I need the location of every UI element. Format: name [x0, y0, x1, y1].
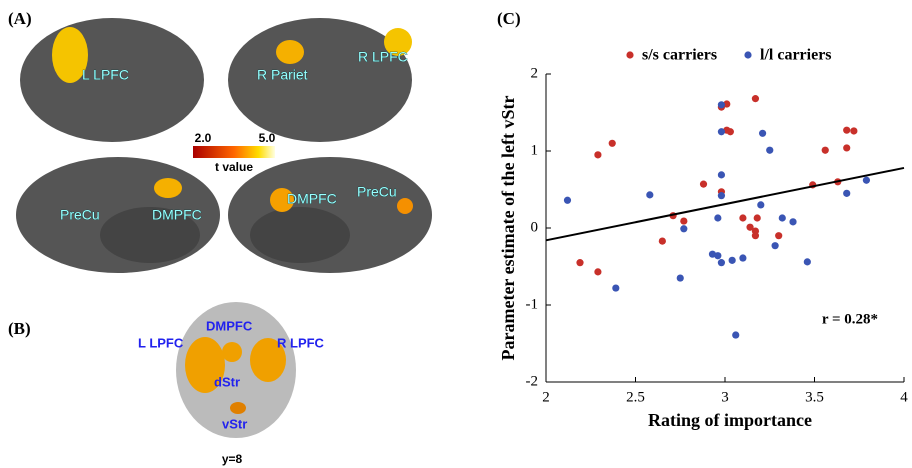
data-point [714, 214, 722, 222]
x-axis-label: Rating of importance [648, 410, 812, 430]
colorbar-title: t value [215, 160, 253, 174]
region-label: DMPFC [287, 191, 337, 207]
region-label: dStr [214, 374, 240, 389]
data-point [717, 171, 726, 179]
data-point [751, 232, 760, 240]
data-point [717, 101, 726, 109]
y-tick-label: 1 [531, 142, 539, 158]
y-tick-label: -2 [526, 373, 539, 389]
region-label: DMPFC [152, 207, 202, 223]
data-point [594, 268, 602, 276]
panel-letter: (C) [497, 9, 521, 28]
data-point [753, 214, 761, 222]
data-point [821, 146, 829, 154]
data-point [789, 218, 797, 226]
data-point [717, 128, 726, 136]
data-point [576, 259, 584, 267]
data-point [646, 191, 654, 199]
data-point [757, 201, 765, 209]
data-point [778, 214, 786, 222]
y-tick-label: -1 [526, 296, 539, 312]
data-point [758, 129, 767, 137]
data-point [612, 284, 620, 292]
data-point [843, 144, 851, 152]
data-point [699, 180, 708, 188]
slice-label: y=8 [222, 452, 243, 466]
x-tick-label: 2.5 [626, 389, 645, 405]
y-axis-label: Parameter estimate of the left vStr [498, 95, 518, 360]
data-point [726, 128, 734, 136]
region-label: PreCu [357, 184, 397, 200]
y-tick-label: 2 [531, 65, 539, 81]
data-point [862, 176, 871, 184]
region-label: L LPFC [138, 335, 184, 350]
data-point [676, 274, 684, 282]
colorbar-label: 2.0 [195, 131, 212, 145]
data-point [680, 217, 688, 225]
data-point [850, 127, 858, 135]
data-point [766, 146, 774, 154]
region-label: DMPFC [206, 318, 253, 333]
data-point [728, 256, 736, 264]
data-point [843, 126, 851, 134]
legend-marker [744, 51, 752, 59]
data-point [751, 95, 760, 103]
x-tick-label: 3 [721, 389, 729, 405]
data-point [732, 331, 740, 339]
data-point [714, 252, 722, 260]
legend-marker [626, 51, 634, 59]
data-point [739, 254, 747, 262]
region-label: R Pariet [257, 67, 308, 83]
legend-label: l/l carriers [760, 47, 832, 64]
brain-images [16, 18, 432, 438]
data-point [717, 259, 726, 267]
panel-letter: (A) [8, 9, 32, 28]
region-label: L LPFC [82, 67, 129, 83]
annotation: r = 0.28* [822, 311, 878, 327]
data-point [739, 214, 747, 222]
colorbar-label: 5.0 [259, 131, 276, 145]
x-tick-label: 3.5 [805, 389, 824, 405]
data-point [608, 139, 616, 147]
data-point [775, 232, 783, 240]
data-point [594, 151, 602, 159]
data-point [746, 223, 754, 231]
data-point [680, 225, 688, 233]
data-point [803, 258, 811, 266]
data-point [723, 100, 731, 108]
region-label: vStr [222, 416, 247, 431]
data-point [563, 196, 572, 204]
x-tick-label: 2 [542, 389, 550, 405]
data-point [771, 242, 779, 250]
y-tick-label: 0 [531, 219, 539, 235]
data-point [658, 237, 666, 245]
region-label: R LPFC [358, 49, 408, 65]
data-point [717, 192, 726, 200]
region-label: PreCu [60, 207, 100, 223]
region-label: R LPFC [277, 335, 325, 350]
x-tick-label: 4 [900, 389, 908, 405]
fit-line [545, 166, 905, 242]
data-point [843, 189, 851, 197]
legend-label: s/s carriers [642, 47, 717, 64]
panel-letter: (B) [8, 319, 31, 338]
